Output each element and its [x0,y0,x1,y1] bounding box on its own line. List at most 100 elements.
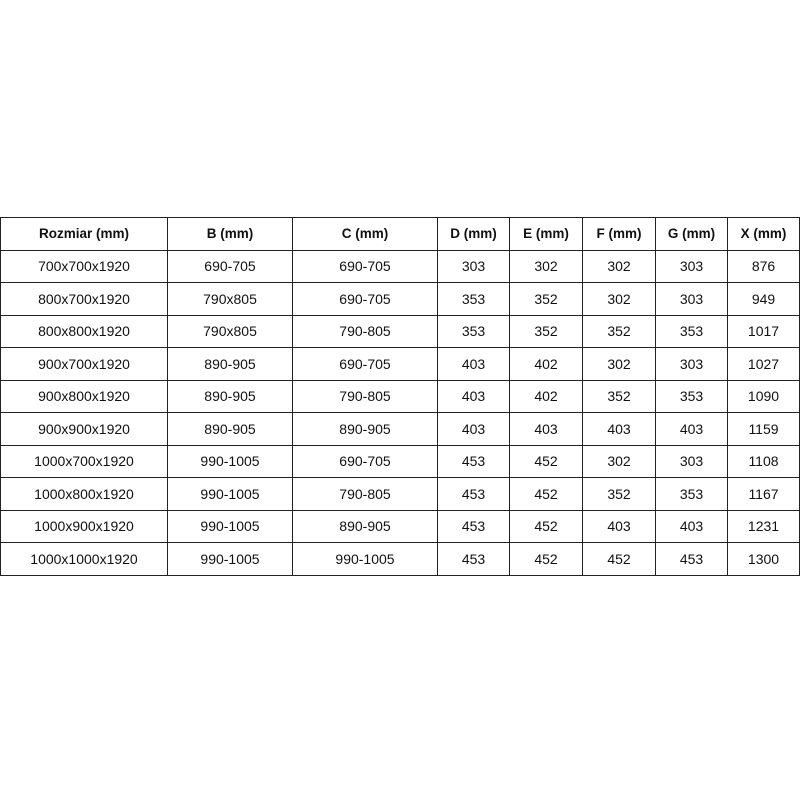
table-cell: 790-805 [292,379,438,413]
table-cell: 949 [727,282,800,316]
table-row: 1000x700x1920 990-1005 690-705 453 452 302 303… [0,444,800,478]
table-row: 800x700x1920 790x805 690-705 353 352 302 303 94… [0,282,800,316]
table-cell: 352 [582,379,656,413]
table-cell: 453 [437,542,510,576]
table-cell: 790-805 [292,477,438,511]
table-cell: 1108 [727,444,800,478]
table-cell: 990-1005 [167,477,293,511]
table-cell: 352 [582,314,656,348]
dimensions-table: Rozmiar (mm) B (mm) C (mm) D (mm) E (mm) F (m… [0,217,800,576]
table-cell: 353 [655,477,728,511]
table-cell: 890-905 [167,412,293,446]
table-cell: 453 [437,444,510,478]
table-cell: 453 [437,509,510,543]
table-cell: 302 [582,282,656,316]
table-cell: 800x800x1920 [0,314,168,348]
table-row: 1000x1000x1920 990-1005 990-1005 453 452 452 4… [0,542,800,576]
table-cell: 890-905 [292,509,438,543]
table-cell: 690-705 [167,249,293,283]
table-cell: 800x700x1920 [0,282,168,316]
table-cell: 1090 [727,379,800,413]
table-row: 1000x900x1920 990-1005 890-905 453 452 403 403… [0,509,800,543]
table-cell: 790x805 [167,314,293,348]
table-cell: 690-705 [292,444,438,478]
table-cell: 403 [582,509,656,543]
table-cell: 1000x1000x1920 [0,542,168,576]
column-header: D (mm) [437,217,510,251]
column-header: G (mm) [655,217,728,251]
table-cell: 990-1005 [167,509,293,543]
table-cell: 990-1005 [167,542,293,576]
column-header: Rozmiar (mm) [0,217,168,251]
table-cell: 900x800x1920 [0,379,168,413]
table-cell: 403 [437,347,510,381]
table-cell: 452 [509,477,583,511]
table-cell: 452 [509,542,583,576]
table-cell: 453 [655,542,728,576]
table-cell: 353 [655,379,728,413]
table-cell: 302 [582,249,656,283]
table-cell: 402 [509,347,583,381]
table-cell: 1027 [727,347,800,381]
table-cell: 403 [655,509,728,543]
table-cell: 352 [509,282,583,316]
table-cell: 900x900x1920 [0,412,168,446]
table-cell: 302 [582,347,656,381]
table-cell: 790x805 [167,282,293,316]
table-cell: 352 [509,314,583,348]
column-header: B (mm) [167,217,293,251]
table-cell: 890-905 [167,347,293,381]
table-row: 800x800x1920 790x805 790-805 353 352 352 353 10… [0,314,800,348]
table-cell: 352 [582,477,656,511]
table-cell: 690-705 [292,347,438,381]
table-cell: 452 [509,444,583,478]
table-cell: 452 [509,509,583,543]
table-row: 1000x800x1920 990-1005 790-805 453 452 352 353… [0,477,800,511]
table-cell: 790-805 [292,314,438,348]
table-cell: 990-1005 [167,444,293,478]
table-row: 700x700x1920 690-705 690-705 303 302 302 303 87… [0,249,800,283]
table-cell: 690-705 [292,249,438,283]
table-cell: 302 [582,444,656,478]
table-cell: 1300 [727,542,800,576]
table-cell: 403 [437,412,510,446]
table-row: 900x700x1920 890-905 690-705 403 402 302 303 10… [0,347,800,381]
table-cell: 453 [437,477,510,511]
table-cell: 403 [509,412,583,446]
table-cell: 700x700x1920 [0,249,168,283]
table-cell: 303 [437,249,510,283]
table-cell: 890-905 [292,412,438,446]
column-header: F (mm) [582,217,656,251]
table-cell: 303 [655,347,728,381]
table-cell: 1167 [727,477,800,511]
table-cell: 402 [509,379,583,413]
table-cell: 353 [437,314,510,348]
table-cell: 690-705 [292,282,438,316]
table-row: 900x800x1920 890-905 790-805 403 402 352 353 10… [0,379,800,413]
table-cell: 1000x800x1920 [0,477,168,511]
table-cell: 1000x900x1920 [0,509,168,543]
table-cell: 890-905 [167,379,293,413]
table-cell: 403 [582,412,656,446]
table-cell: 1159 [727,412,800,446]
table-cell: 403 [655,412,728,446]
table-cell: 990-1005 [292,542,438,576]
table-header-row: Rozmiar (mm) B (mm) C (mm) D (mm) E (mm) F (m… [0,217,800,251]
column-header: C (mm) [292,217,438,251]
table-cell: 1017 [727,314,800,348]
table-cell: 876 [727,249,800,283]
table-cell: 302 [509,249,583,283]
table-row: 900x900x1920 890-905 890-905 403 403 403 403 11… [0,412,800,446]
table-cell: 353 [655,314,728,348]
table-cell: 303 [655,444,728,478]
table-cell: 403 [437,379,510,413]
table-cell: 353 [437,282,510,316]
table-cell: 1231 [727,509,800,543]
table-cell: 303 [655,249,728,283]
table-cell: 452 [582,542,656,576]
table-cell: 900x700x1920 [0,347,168,381]
table-cell: 1000x700x1920 [0,444,168,478]
table-cell: 303 [655,282,728,316]
column-header: E (mm) [509,217,583,251]
column-header: X (mm) [727,217,800,251]
